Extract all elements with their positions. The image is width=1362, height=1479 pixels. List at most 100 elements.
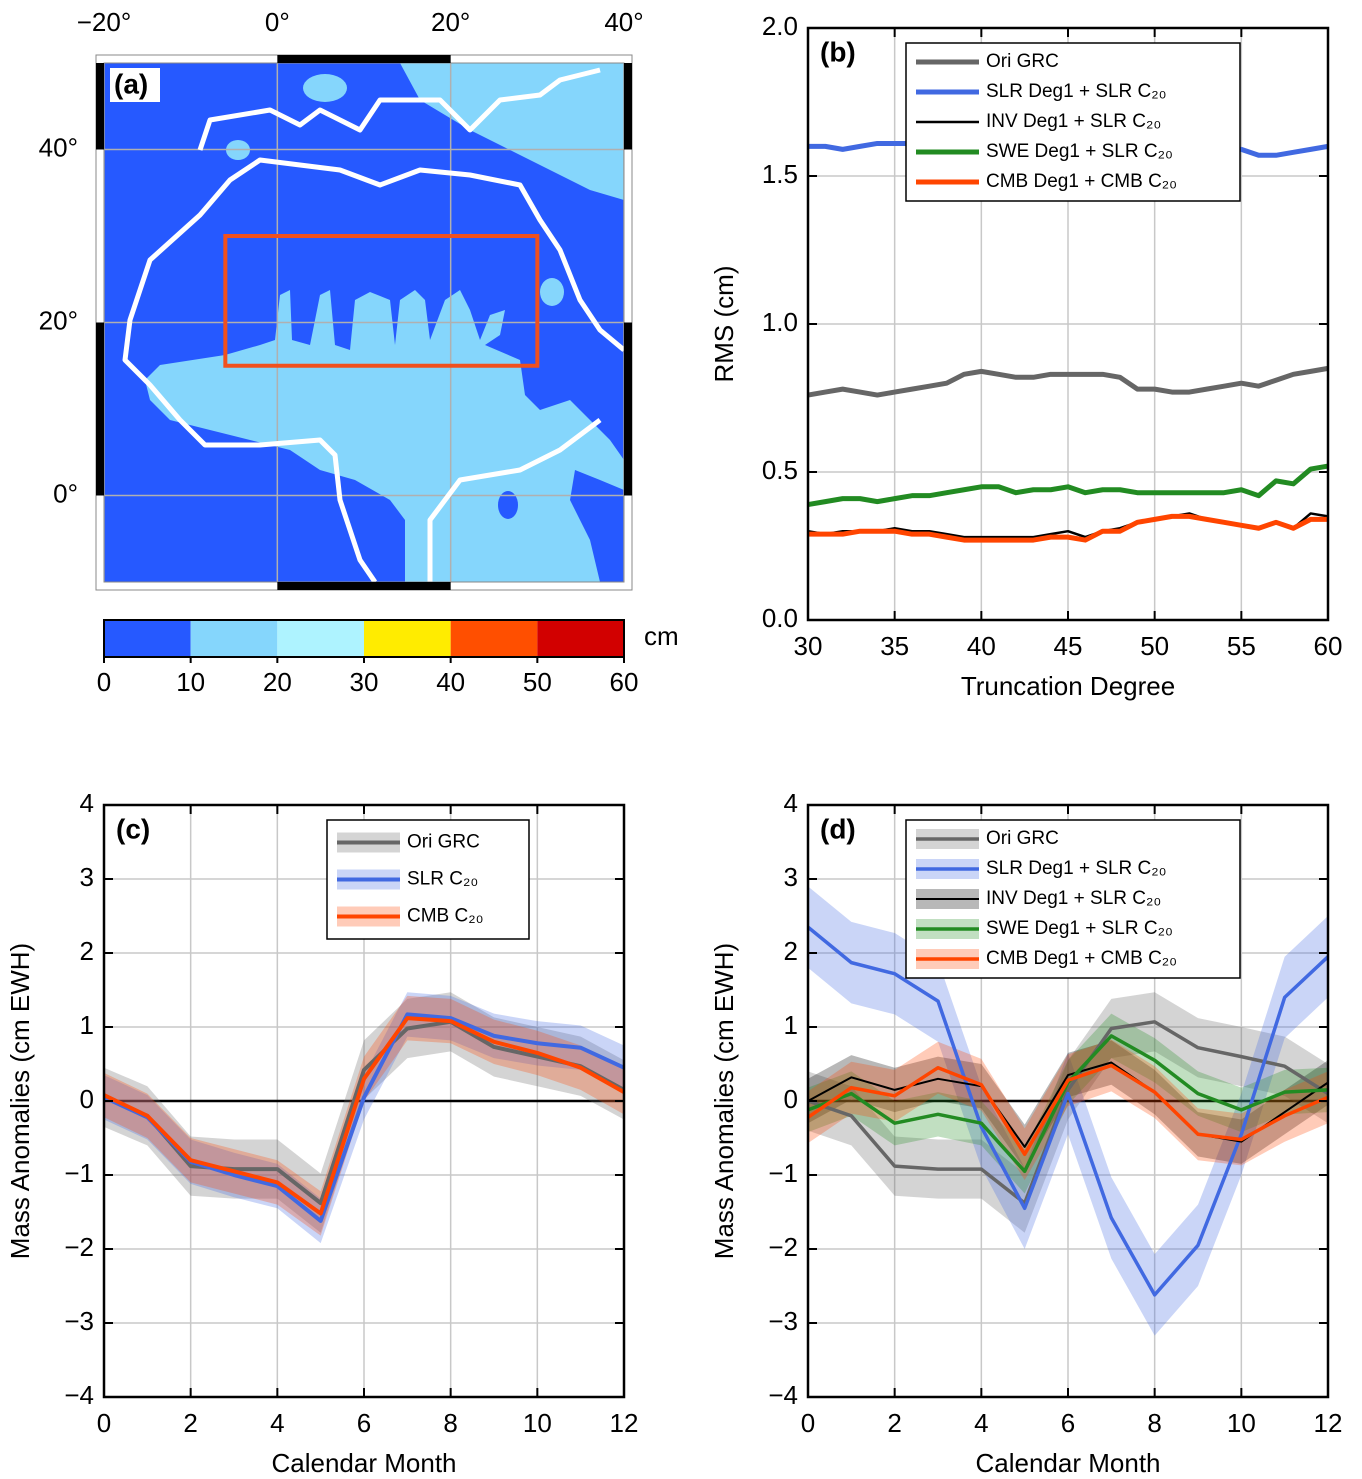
frame-bar	[96, 322, 104, 496]
colorbar-tick-label: 10	[176, 667, 205, 697]
colorbar-bin	[104, 620, 191, 657]
series-line	[807, 463, 1329, 508]
y-tick-label: 0	[80, 1084, 94, 1114]
series-line	[807, 365, 1329, 398]
map-field	[540, 278, 564, 306]
y-tick-label: 1	[80, 1010, 94, 1040]
x-axis-title: Truncation Degree	[961, 671, 1175, 701]
y-tick-label: 3	[80, 862, 94, 892]
x-tick-label: 55	[1227, 631, 1256, 661]
y-tick-label: −3	[768, 1306, 798, 1336]
y-tick-label: 2.0	[762, 11, 798, 41]
map	[104, 63, 624, 582]
x-tick-label: 4	[270, 1408, 284, 1438]
colorbar-tick-label: 50	[523, 667, 552, 697]
x-tick-label: 12	[610, 1408, 639, 1438]
series-line	[808, 513, 1328, 543]
y-tick-label: −2	[64, 1232, 94, 1262]
coastline	[122, 157, 624, 582]
panel-label: (c)	[116, 813, 150, 844]
x-tick-label: 0°	[265, 7, 290, 37]
colorbar-unit: cm	[644, 621, 679, 651]
y-tick-label: −1	[64, 1158, 94, 1188]
x-tick-label: 4	[974, 1408, 988, 1438]
series-line	[103, 1016, 625, 1216]
x-tick-label: 8	[1147, 1408, 1161, 1438]
x-tick-label: −20°	[77, 7, 132, 37]
series-line	[807, 1063, 1329, 1157]
y-tick-label: 0.5	[762, 455, 798, 485]
legend-label: SWE Deg1 + SLR C₂₀	[986, 918, 1173, 939]
x-tick-label: 8	[443, 1408, 457, 1438]
coastline	[427, 418, 602, 582]
x-tick-label: 45	[1054, 631, 1083, 661]
y-tick-label: −1	[768, 1158, 798, 1188]
x-axis-title: Calendar Month	[976, 1448, 1161, 1478]
x-tick-label: 6	[357, 1408, 371, 1438]
x-tick-label: 60	[1314, 631, 1343, 661]
error-band	[808, 886, 1328, 1336]
colorbar-bin	[364, 620, 451, 657]
y-tick-label: 0°	[53, 478, 78, 508]
y-tick-label: −2	[768, 1232, 798, 1262]
y-axis-title: Mass Anomalies (cm EWH)	[5, 943, 35, 1259]
y-tick-label: −3	[64, 1306, 94, 1336]
legend-label: SLR C₂₀	[407, 869, 478, 890]
colorbar-tick-label: 40	[436, 667, 465, 697]
x-axis-title: Calendar Month	[272, 1448, 457, 1478]
x-tick-label: 12	[1314, 1408, 1343, 1438]
y-tick-label: 1.5	[762, 159, 798, 189]
x-tick-label: 0	[97, 1408, 111, 1438]
colorbar-bin	[450, 620, 538, 657]
map-field	[400, 63, 624, 200]
legend-label: CMB Deg1 + CMB C₂₀	[986, 171, 1177, 192]
frame-bar	[277, 582, 451, 590]
x-tick-label: 40	[967, 631, 996, 661]
legend-label: CMB C₂₀	[407, 906, 483, 927]
y-tick-label: −4	[64, 1380, 94, 1410]
panel-label: (a)	[114, 68, 148, 99]
y-tick-label: 1	[784, 1010, 798, 1040]
legend-label: INV Deg1 + SLR C₂₀	[986, 888, 1161, 909]
y-tick-label: 1.0	[762, 307, 798, 337]
frame-bar	[277, 55, 451, 63]
panel-label: (b)	[820, 36, 856, 67]
x-tick-label: 2	[183, 1408, 197, 1438]
y-tick-label: −4	[768, 1380, 798, 1410]
legend-label: Ori GRC	[986, 51, 1059, 72]
y-tick-label: 4	[784, 788, 798, 818]
frame-bar	[624, 322, 632, 496]
colorbar-tick-label: 20	[263, 667, 292, 697]
coastline	[197, 67, 601, 151]
legend-label: CMB Deg1 + CMB C₂₀	[986, 948, 1177, 969]
y-axis-title: RMS (cm)	[709, 266, 739, 383]
legend-label: SWE Deg1 + SLR C₂₀	[986, 141, 1173, 162]
frame-bar	[624, 63, 632, 150]
series-line	[806, 925, 1330, 1297]
colorbar-bin	[190, 620, 278, 657]
series-line	[807, 1020, 1329, 1205]
x-tick-label: 10	[523, 1408, 552, 1438]
error-band	[808, 1039, 1328, 1181]
x-tick-label: 0	[801, 1408, 815, 1438]
x-tick-label: 10	[1227, 1408, 1256, 1438]
y-axis-title: Mass Anomalies (cm EWH)	[709, 943, 739, 1259]
colorbar-tick-label: 30	[350, 667, 379, 697]
error-band	[808, 1040, 1328, 1170]
x-tick-label: 50	[1140, 631, 1169, 661]
legend-label: Ori GRC	[407, 832, 480, 853]
x-tick-label: 2	[887, 1408, 901, 1438]
panel-label-bg	[110, 68, 160, 102]
y-tick-label: 40°	[39, 132, 78, 162]
map-field	[498, 491, 518, 519]
series-line	[103, 1019, 625, 1206]
x-tick-label: 30	[794, 631, 823, 661]
y-tick-label: 2	[80, 936, 94, 966]
x-tick-label: 6	[1061, 1408, 1075, 1438]
colorbar-bin	[537, 620, 624, 657]
x-tick-label: 20°	[431, 7, 470, 37]
y-tick-label: 4	[80, 788, 94, 818]
y-tick-label: 2	[784, 936, 798, 966]
legend-label: Ori GRC	[986, 828, 1059, 849]
error-band	[808, 1013, 1328, 1194]
